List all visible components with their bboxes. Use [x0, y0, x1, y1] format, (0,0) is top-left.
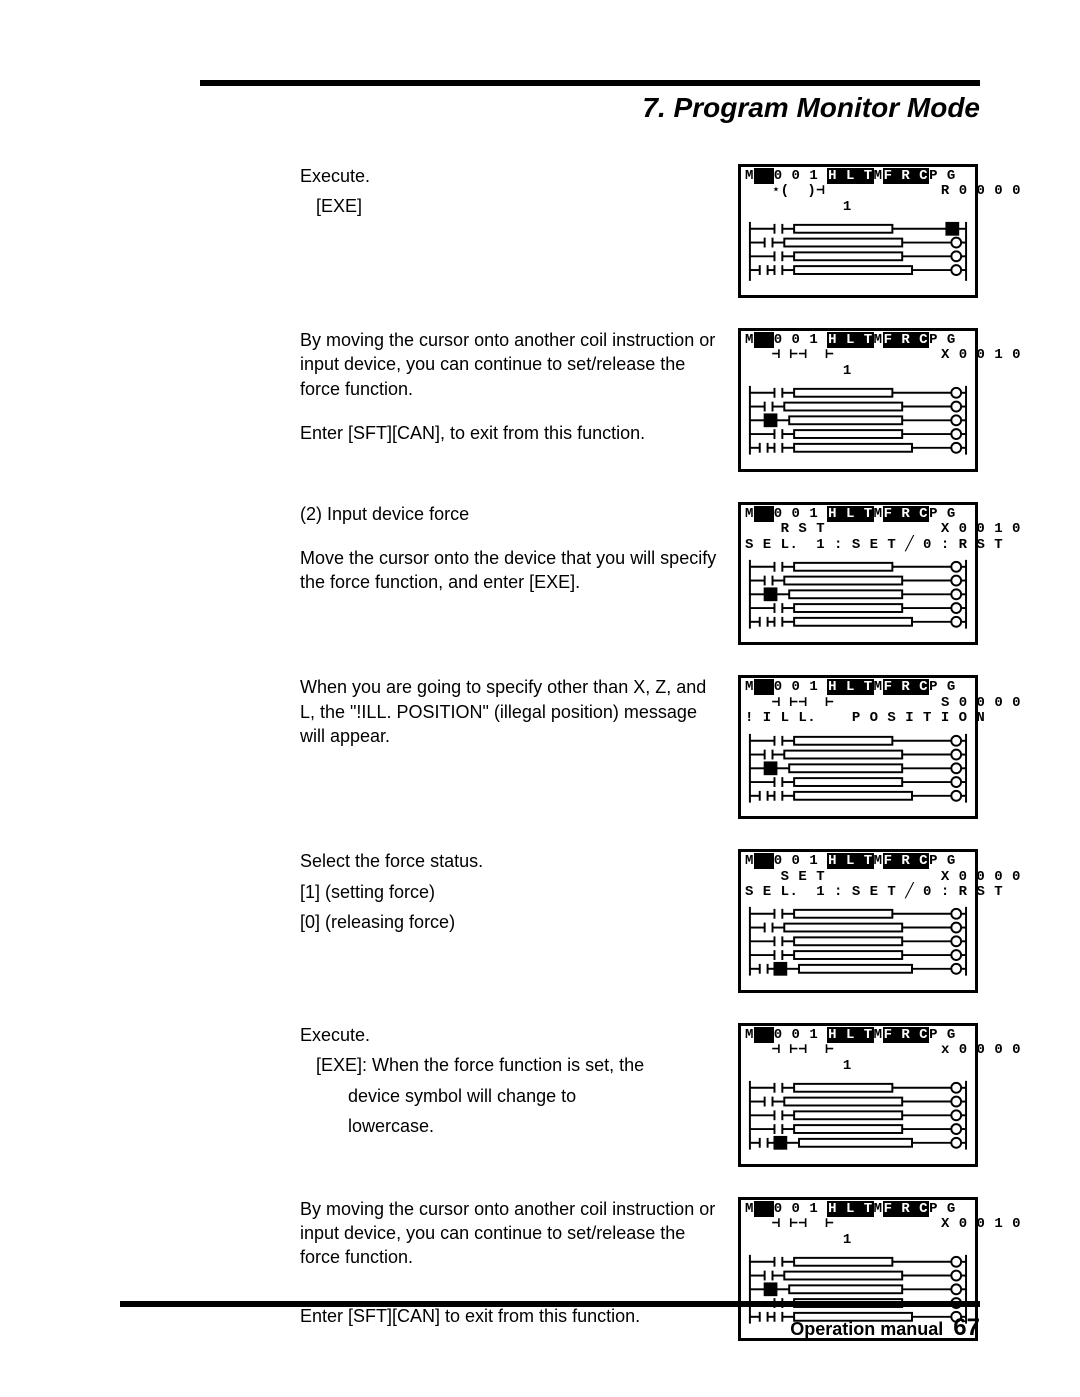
lcd-screen: M 0 0 1 H L TMF R CP G ⊣ ⊢⊣ ⊢ S 0 0 0 0!…: [738, 675, 978, 819]
lcd-diagram: M 0 0 1 H L TMF R CP G ⊣ ⊢⊣ ⊢ S 0 0 0 0!…: [738, 675, 980, 819]
ladder-diagram: [745, 729, 971, 813]
ladder-diagram: [745, 902, 971, 986]
lcd-line: M 0 0 1 H L TMF R CP G: [745, 1028, 971, 1043]
lcd-line: M 0 0 1 H L TMF R CP G: [745, 854, 971, 869]
lcd-screen: M 0 0 1 H L TMF R CP G S E T X 0 0 0 0S …: [738, 849, 978, 993]
lcd-diagram: M 0 0 1 H L TMF R CP G ⊣ ⊢⊣ ⊢ x 0 0 0 0 …: [738, 1023, 980, 1167]
lcd-line: ⋆( )⊣ R 0 0 0 0: [745, 184, 971, 199]
lcd-screen: M 0 0 1 H L TMF R CP G ⋆( )⊣ R 0 0 0 0 1: [738, 164, 978, 298]
lcd-screen: M 0 0 1 H L TMF R CP G ⊣ ⊢⊣ ⊢ x 0 0 0 0 …: [738, 1023, 978, 1167]
text-line: Execute.: [300, 164, 718, 188]
instruction-row: By moving the cursor onto another coil i…: [300, 328, 980, 472]
lcd-line: ⊣ ⊢⊣ ⊢ S 0 0 0 0: [745, 696, 971, 711]
text-line: [0] (releasing force): [300, 910, 718, 934]
lcd-line: ⊣ ⊢⊣ ⊢ X 0 0 1 0: [745, 348, 971, 363]
text-line: (2) Input device force: [300, 502, 718, 526]
lcd-line: S E L. 1 : S E T ╱ 0 : R S T: [745, 538, 971, 553]
lcd-diagram: M 0 0 1 H L TMF R CP G ⋆( )⊣ R 0 0 0 0 1: [738, 164, 980, 298]
instruction-row: (2) Input device force Move the cursor on…: [300, 502, 980, 646]
lcd-line: S E T X 0 0 0 0: [745, 870, 971, 885]
lcd-line: 1: [745, 1233, 971, 1248]
lcd-line: ⊣ ⊢⊣ ⊢ X 0 0 1 0: [745, 1217, 971, 1232]
lcd-line: 1: [745, 364, 971, 379]
lcd-diagram: M 0 0 1 H L TMF R CP G R S T X 0 0 1 0S …: [738, 502, 980, 646]
lcd-diagram: M 0 0 1 H L TMF R CP G S E T X 0 0 0 0S …: [738, 849, 980, 993]
lcd-line: M 0 0 1 H L TMF R CP G: [745, 1202, 971, 1217]
lcd-line: M 0 0 1 H L TMF R CP G: [745, 333, 971, 348]
instruction-row: Select the force status. [1] (setting for…: [300, 849, 980, 993]
text-line: lowercase.: [300, 1114, 718, 1138]
text-line: [EXE]: [300, 194, 718, 218]
text-line: Move the cursor onto the device that you…: [300, 546, 718, 595]
instruction-text: (2) Input device force Move the cursor on…: [300, 502, 738, 601]
lcd-line: M 0 0 1 H L TMF R CP G: [745, 680, 971, 695]
instruction-row: Execute. [EXE] M 0 0 1 H L TMF R CP G ⋆( )…: [300, 164, 980, 298]
footer-label: Operation manual: [790, 1319, 943, 1339]
text-line: Select the force status.: [300, 849, 718, 873]
lcd-screen: M 0 0 1 H L TMF R CP G R S T X 0 0 1 0S …: [738, 502, 978, 646]
instruction-row: Execute. [EXE]: When the force function i…: [300, 1023, 980, 1167]
lcd-screen: M 0 0 1 H L TMF R CP G ⊣ ⊢⊣ ⊢ X 0 0 1 0 …: [738, 328, 978, 472]
instruction-text: By moving the cursor onto another coil i…: [300, 328, 738, 451]
lcd-diagram: M 0 0 1 H L TMF R CP G ⊣ ⊢⊣ ⊢ X 0 0 1 0 …: [738, 328, 980, 472]
lcd-line: S E L. 1 : S E T ╱ 0 : R S T: [745, 885, 971, 900]
text-line: Enter [SFT][CAN], to exit from this func…: [300, 421, 718, 445]
footer: Operation manual 67: [790, 1314, 980, 1342]
instruction-text: Execute. [EXE]: [300, 164, 738, 225]
instruction-text: By moving the cursor onto another coil i…: [300, 1197, 738, 1334]
lcd-line: M 0 0 1 H L TMF R CP G: [745, 169, 971, 184]
header-rule: [200, 80, 980, 86]
text-line: By moving the cursor onto another coil i…: [300, 328, 718, 401]
instruction-text: When you are going to specify other than…: [300, 675, 738, 754]
ladder-diagram: [745, 217, 971, 291]
ladder-diagram: [745, 381, 971, 465]
page-number: 67: [953, 1314, 980, 1341]
lcd-line: ! I L L. P O S I T I O N: [745, 711, 971, 726]
text-line: Execute.: [300, 1023, 718, 1047]
ladder-diagram: [745, 555, 971, 639]
text-line: Enter [SFT][CAN] to exit from this funct…: [300, 1304, 718, 1328]
instruction-text: Select the force status. [1] (setting for…: [300, 849, 738, 940]
lcd-line: ⊣ ⊢⊣ ⊢ x 0 0 0 0: [745, 1043, 971, 1058]
page-title: 7. Program Monitor Mode: [100, 92, 980, 124]
text-line: When you are going to specify other than…: [300, 675, 718, 748]
footer-rule: [120, 1301, 980, 1307]
lcd-line: R S T X 0 0 1 0: [745, 522, 971, 537]
lcd-line: 1: [745, 200, 971, 215]
content-area: Execute. [EXE] M 0 0 1 H L TMF R CP G ⋆( )…: [100, 164, 980, 1341]
text-line: device symbol will change to: [300, 1084, 718, 1108]
ladder-diagram: [745, 1076, 971, 1160]
instruction-row: When you are going to specify other than…: [300, 675, 980, 819]
text-line: [EXE]: When the force function is set, t…: [300, 1053, 718, 1077]
text-line: [1] (setting force): [300, 880, 718, 904]
instruction-text: Execute. [EXE]: When the force function i…: [300, 1023, 738, 1144]
lcd-line: M 0 0 1 H L TMF R CP G: [745, 507, 971, 522]
lcd-line: 1: [745, 1059, 971, 1074]
text-line: By moving the cursor onto another coil i…: [300, 1197, 718, 1270]
